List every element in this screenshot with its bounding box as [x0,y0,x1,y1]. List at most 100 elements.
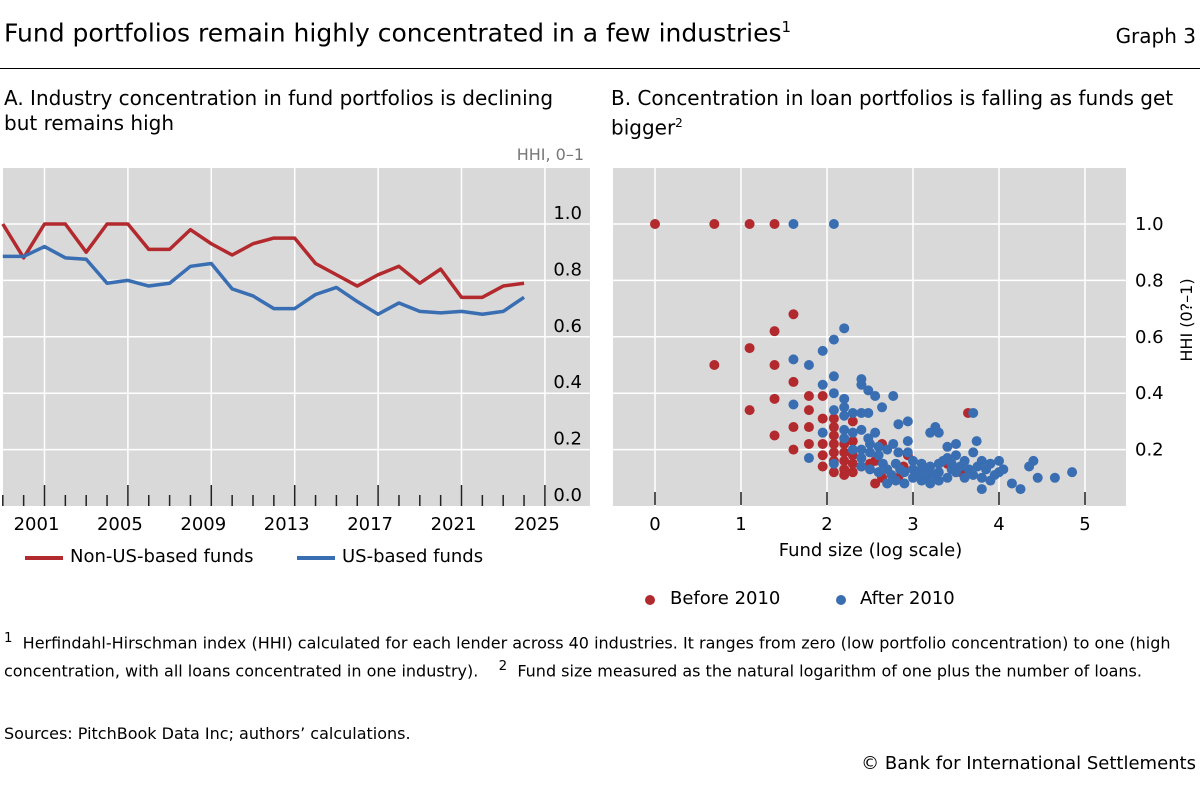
legend-label-after-2010: After 2010 [860,588,955,609]
scatter-point-after-2010 [828,405,839,416]
scatter-point-after-2010 [847,427,858,438]
panel-a-title: A. Industry concentration in fund portfo… [4,86,554,135]
panel-a-x-tick-label: 2001 [14,514,60,535]
scatter-point-after-2010 [839,323,850,334]
panel-a-x-tick-label: 2005 [97,514,143,535]
scatter-point-before-2010 [828,467,839,478]
scatter-point-after-2010 [925,461,936,472]
scatter-point-after-2010 [877,402,888,413]
scatter-point-after-2010 [938,455,949,466]
scatter-point-before-2010 [839,455,850,466]
panel-b-x-tick-label: 4 [993,514,1004,535]
scatter-point-after-2010 [839,410,850,421]
panel-a-x-tick-label: 2009 [180,514,226,535]
scatter-point-after-2010 [968,407,979,418]
scatter-point-before-2010 [847,416,858,427]
scatter-point-before-2010 [817,413,828,424]
scatter-point-after-2010 [817,379,828,390]
panel-b-y-tick-label: 0.2 [1135,440,1164,461]
scatter-point-after-2010 [847,407,858,418]
scatter-point-after-2010 [865,438,875,449]
scatter-point-after-2010 [828,388,839,399]
scatter-point-after-2010 [942,441,953,452]
footnote-1: Herfindahl-Hirschman index (HHI) calcula… [4,633,1171,681]
scatter-point-after-2010 [863,385,874,396]
scatter-point-after-2010 [788,354,799,365]
scatter-point-after-2010 [788,219,799,229]
panel-a-x-tick-label: 2021 [431,514,477,535]
scatter-point-after-2010 [951,450,961,461]
title-footnote-marker: 1 [781,18,792,36]
scatter-point-before-2010 [870,478,881,489]
scatter-point-after-2010 [998,464,1009,475]
panel-a-y-tick-label: 0.6 [553,316,582,337]
footnotes: 1 Herfindahl-Hirschman index (HHI) calcu… [4,627,1198,684]
legend-swatch-us [297,556,335,560]
panel-a-y-tick-label: 0.4 [553,372,582,393]
scatter-point-after-2010 [828,334,839,345]
scatter-point-after-2010 [929,469,940,480]
panel-a-line-non-us [1,222,525,300]
panel-a-x-tick-label: 2025 [514,514,560,535]
scatter-point-after-2010 [1032,472,1043,483]
scatter-point-after-2010 [865,464,875,475]
scatter-point-before-2010 [650,219,660,229]
panel-b-title: B. Concentration in loan portfolios is f… [611,86,1196,141]
scatter-point-before-2010 [744,405,755,416]
scatter-point-after-2010 [1015,484,1026,495]
scatter-point-before-2010 [847,436,858,447]
scatter-point-after-2010 [873,467,884,478]
scatter-point-before-2010 [709,360,720,370]
scatter-point-before-2010 [828,438,839,449]
panel-a-line-us [2,244,526,316]
scatter-point-after-2010 [870,427,881,438]
scatter-point-after-2010 [971,436,982,447]
scatter-point-after-2010 [882,478,893,489]
scatter-point-after-2010 [870,391,881,402]
scatter-point-before-2010 [744,343,755,354]
scatter-point-after-2010 [963,464,974,475]
scatter-point-after-2010 [959,472,970,483]
panel-a-y-tick-label: 0.2 [553,429,582,450]
panel-b-y-axis-label: HHI (0?–1) [1177,278,1196,361]
scatter-point-before-2010 [817,450,828,461]
scatter-point-after-2010 [946,458,957,469]
scatter-point-before-2010 [847,467,858,478]
scatter-point-before-2010 [839,469,850,480]
scatter-point-after-2010 [902,436,913,447]
scatter-point-after-2010 [942,472,953,483]
scatter-point-before-2010 [803,405,814,416]
scatter-point-before-2010 [803,391,814,402]
scatter-point-after-2010 [839,393,850,404]
scatter-point-after-2010 [976,484,987,495]
scatter-point-after-2010 [968,447,979,458]
panel-a-y-tick-label: 0.0 [553,485,582,506]
title-text: Fund portfolios remain highly concentrat… [4,18,782,48]
panel-b-y-tick-label: 0.8 [1135,270,1164,291]
scatter-point-after-2010 [989,469,1000,480]
scatter-point-before-2010 [828,447,839,458]
scatter-point-before-2010 [817,438,828,449]
scatter-point-after-2010 [817,427,828,438]
scatter-point-after-2010 [873,441,884,452]
scatter-point-after-2010 [972,461,983,472]
scatter-point-before-2010 [769,326,780,337]
panel-a-x-tick-label: 2013 [264,514,310,535]
scatter-point-after-2010 [955,461,966,472]
scatter-point-after-2010 [916,458,927,469]
scatter-point-after-2010 [788,399,799,410]
scatter-point-after-2010 [1028,455,1039,466]
scatter-point-after-2010 [828,371,839,382]
panel-b-x-tick-label: 3 [907,514,918,535]
panel-a-x-tick-label: 2017 [347,514,393,535]
scatter-point-after-2010 [873,450,884,461]
scatter-point-before-2010 [847,458,858,469]
scatter-point-after-2010 [888,438,899,449]
scatter-point-before-2010 [828,430,839,441]
scatter-point-after-2010 [981,464,992,475]
scatter-point-after-2010 [902,416,913,427]
scatter-point-after-2010 [951,438,961,449]
scatter-point-after-2010 [856,461,867,472]
scatter-point-before-2010 [828,422,839,433]
